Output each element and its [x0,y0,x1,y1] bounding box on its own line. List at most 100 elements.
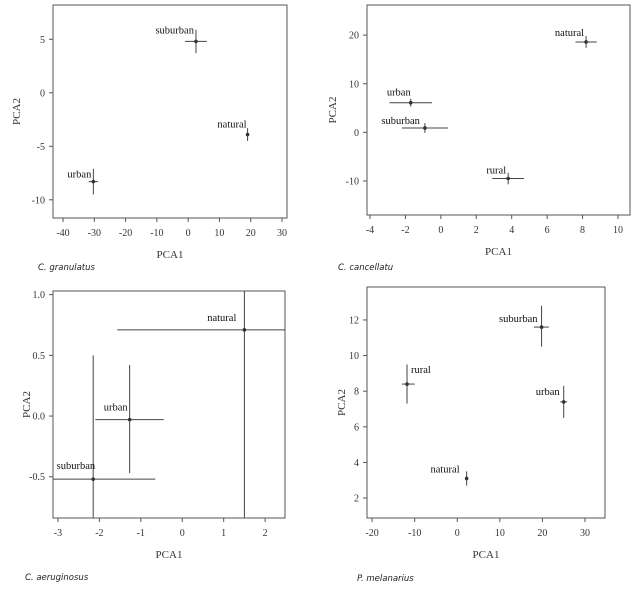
x-tick-label: -20 [365,528,378,539]
chart-panel-4: -20 -10 0 10 20 30 12 10 8 6 4 2 PCA1 PCA2 suburban rur… [336,286,606,584]
y-tick-label: 2 [354,494,359,505]
point-marker [127,417,132,422]
x-tick-label: 8 [580,225,585,236]
data-point-rural: rural [486,166,525,185]
plot-frame [52,290,286,519]
data-point-natural: natural [430,464,469,486]
x-tick-label: 2 [474,225,479,236]
y-tick-label: 20 [349,31,359,42]
y-axis-label: PCA2 [11,98,23,125]
y-tick-label: 8 [354,387,359,398]
x-axis-label: PCA1 [485,246,512,258]
chart-panel-1: -40 -30 -20 -10 0 10 20 30 5 0 -5 -10 PCA1 PCA2 suburb… [11,4,288,273]
point-marker [539,325,544,329]
point-marker [506,176,510,181]
point-marker [561,400,566,404]
data-point-natural: natural [117,291,285,518]
data-point-urban: urban [67,168,99,195]
x-tick-label: 1 [221,528,226,539]
x-tick-label: 0 [186,228,191,239]
y-tick-label: 10 [349,351,359,362]
x-tick-label: -40 [56,228,69,239]
species-caption: C. granulatus [38,263,96,273]
point-label: natural [217,120,246,131]
y-tick-label: 4 [354,458,359,469]
y-tick-label: 10 [349,79,359,90]
point-marker [464,476,469,481]
x-tick-label: 0 [455,528,460,539]
x-tick-label: 10 [613,225,623,236]
y-tick-label: -5 [37,142,45,153]
chart-panel-2: -4 -2 0 2 4 6 8 10 20 10 0 -10 PCA1 PCA2 natural urban s… [327,4,631,273]
x-tick-label: -2 [95,528,103,539]
x-tick-label: -10 [150,228,163,239]
y-tick-label: 1.0 [33,290,46,301]
point-label: suburban [57,461,96,472]
data-point-urban: urban [536,385,568,418]
x-tick-label: 2 [263,528,268,539]
y-tick-label: 0.5 [33,351,46,362]
x-tick-label: -30 [88,228,101,239]
y-tick-label: 5 [40,35,45,46]
point-label: urban [387,88,412,99]
chart-panel-3: -3 -2 -1 0 1 2 1.0 0.5 0.0 -0.5 PCA1 PCA2 natural urb… [21,290,286,583]
point-marker [194,39,198,44]
y-tick-label: 0.0 [33,412,46,423]
x-axis-label: PCA1 [157,249,184,261]
x-tick-label: 30 [580,528,590,539]
x-tick-label: -20 [119,228,132,239]
point-label: suburban [381,116,420,127]
plot-frame [366,4,631,216]
data-point-suburban: suburban [499,305,549,347]
x-tick-label: 0 [438,225,443,236]
x-tick-label: 0 [180,528,185,539]
point-label: natural [555,28,584,39]
data-point-suburban: suburban [381,116,448,133]
point-label: suburban [499,314,538,325]
point-label: rural [486,166,506,177]
data-point-rural: rural [401,364,431,404]
y-tick-label: 6 [354,422,359,433]
x-tick-label: 4 [509,225,514,236]
x-tick-label: 20 [537,528,547,539]
point-label: urban [536,387,561,398]
point-marker [242,328,247,332]
data-point-suburban: suburban [53,355,156,518]
species-caption: C. aeruginosus [25,573,89,583]
y-tick-label: 0 [354,128,359,139]
x-tick-label: 10 [214,228,224,239]
x-tick-label: -10 [408,528,421,539]
point-label: urban [67,170,92,181]
x-tick-label: 10 [495,528,505,539]
x-tick-label: -1 [137,528,145,539]
y-tick-label: -0.5 [29,472,45,483]
point-marker [408,100,413,105]
species-caption: P. melanarius [357,574,414,584]
x-axis-label: PCA1 [473,549,500,561]
point-label: rural [411,365,431,376]
x-axis-label: PCA1 [156,549,183,561]
plot-frame [52,4,288,219]
x-tick-label: 6 [545,225,550,236]
data-point-natural: natural [217,120,250,141]
data-point-urban: urban [387,88,432,107]
data-point-suburban: suburban [155,25,207,54]
x-tick-label: 30 [277,228,287,239]
data-point-urban: urban [95,365,164,474]
point-label: suburban [155,25,194,36]
y-tick-label: -10 [32,195,45,206]
point-label: natural [207,313,236,324]
point-marker [91,179,96,184]
y-tick-label: 0 [40,88,45,99]
y-axis-label: PCA2 [21,391,33,418]
y-axis-label: PCA2 [336,389,348,416]
point-marker [245,132,250,137]
x-tick-label: -2 [401,225,409,236]
point-marker [91,477,95,481]
y-axis-label: PCA2 [327,97,339,124]
data-point-natural: natural [555,28,597,48]
x-tick-label: -3 [54,528,62,539]
point-marker [423,126,427,130]
x-tick-label: 20 [246,228,256,239]
